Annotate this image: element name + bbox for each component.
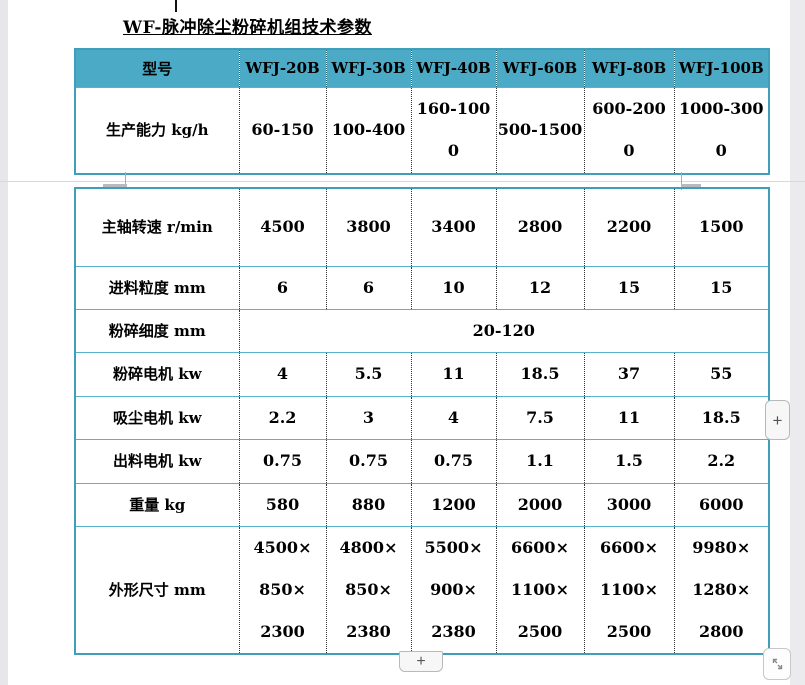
- table-header-row: 型号 WFJ-20B WFJ-30B WFJ-40B WFJ-60B WFJ-8…: [75, 49, 769, 87]
- plus-icon: +: [772, 410, 783, 430]
- row-label-cell[interactable]: 吸尘电机 kw: [75, 395, 239, 439]
- table-row: 进料粒度 mm 6 6 10 12 15 15: [75, 265, 769, 309]
- value-cell[interactable]: 3400: [410, 188, 496, 266]
- value-cell[interactable]: 2000: [495, 482, 584, 526]
- value-cell[interactable]: 4: [410, 395, 496, 439]
- table-row: 出料电机 kw 0.75 0.75 0.75 1.1 1.5 2.2: [75, 438, 769, 483]
- expand-table-button[interactable]: [763, 648, 791, 680]
- value-cell[interactable]: 1.1: [495, 438, 584, 483]
- value-cell[interactable]: 5.5: [325, 351, 411, 396]
- value-cell[interactable]: 2.2: [673, 438, 769, 483]
- value-cell[interactable]: 6: [238, 265, 326, 309]
- table-row: 粉碎电机 kw 4 5.5 11 18.5 37 55: [75, 351, 769, 396]
- text-cursor: [175, 0, 177, 12]
- table-handle-tick-left: [125, 172, 126, 187]
- value-cell[interactable]: 18.5: [495, 351, 584, 396]
- parameters-table-part-1: 型号 WFJ-20B WFJ-30B WFJ-40B WFJ-60B WFJ-8…: [74, 48, 770, 175]
- model-cell[interactable]: WFJ-40B: [410, 49, 496, 87]
- value-cell-span[interactable]: 20-120: [238, 308, 769, 352]
- value-cell[interactable]: 18.5: [673, 395, 769, 439]
- table-handle-tick-right: [681, 172, 682, 190]
- value-cell[interactable]: 15: [673, 265, 769, 309]
- row-label-cell[interactable]: 重量 kg: [75, 482, 239, 526]
- model-header-cell[interactable]: 型号: [75, 49, 239, 87]
- value-cell[interactable]: 5500× 900× 2380: [410, 525, 496, 654]
- table-row: 吸尘电机 kw 2.2 3 4 7.5 11 18.5: [75, 395, 769, 439]
- row-label-cell[interactable]: 出料电机 kw: [75, 438, 239, 483]
- add-row-button[interactable]: +: [399, 651, 443, 672]
- value-cell[interactable]: 4500× 850× 2300: [238, 525, 326, 654]
- row-label-cell[interactable]: 进料粒度 mm: [75, 265, 239, 309]
- value-cell[interactable]: 0.75: [410, 438, 496, 483]
- table-row: 粉碎细度 mm 20-120: [75, 308, 769, 352]
- plus-icon: +: [416, 652, 426, 670]
- row-label-cell[interactable]: 生产能力 kg/h: [75, 86, 239, 174]
- value-cell[interactable]: 3800: [325, 188, 411, 266]
- value-cell[interactable]: 10: [410, 265, 496, 309]
- value-cell[interactable]: 9980× 1280× 2800: [673, 525, 769, 654]
- value-cell[interactable]: 100-400: [325, 86, 411, 174]
- value-cell[interactable]: 2.2: [238, 395, 326, 439]
- expand-diagonal-icon: [769, 655, 786, 673]
- value-cell[interactable]: 500-1500: [495, 86, 584, 174]
- model-cell[interactable]: WFJ-60B: [495, 49, 584, 87]
- model-cell[interactable]: WFJ-20B: [238, 49, 326, 87]
- page-title: WF-脉冲除尘粉碎机组技术参数: [123, 18, 372, 38]
- right-gutter-strip: [790, 0, 805, 685]
- value-cell[interactable]: 6: [325, 265, 411, 309]
- value-cell[interactable]: 2800: [495, 188, 584, 266]
- table-row: 生产能力 kg/h 60-150 100-400 160-100 0 500-1…: [75, 86, 769, 174]
- model-cell[interactable]: WFJ-80B: [583, 49, 674, 87]
- model-cell[interactable]: WFJ-100B: [673, 49, 769, 87]
- model-cell[interactable]: WFJ-30B: [325, 49, 411, 87]
- value-cell[interactable]: 2200: [583, 188, 674, 266]
- value-cell[interactable]: 0.75: [238, 438, 326, 483]
- value-cell[interactable]: 3000: [583, 482, 674, 526]
- row-label-cell[interactable]: 外形尺寸 mm: [75, 525, 239, 654]
- add-column-button[interactable]: +: [765, 400, 790, 440]
- row-label-cell[interactable]: 粉碎细度 mm: [75, 308, 239, 352]
- value-cell[interactable]: 880: [325, 482, 411, 526]
- value-cell[interactable]: 1000-300 0: [673, 86, 769, 174]
- page-break-divider: [0, 181, 805, 182]
- value-cell[interactable]: 160-100 0: [410, 86, 496, 174]
- left-gutter-strip: [0, 0, 8, 685]
- value-cell[interactable]: 60-150: [238, 86, 326, 174]
- value-cell[interactable]: 580: [238, 482, 326, 526]
- table-handle-bar-left: [103, 184, 127, 187]
- value-cell[interactable]: 1.5: [583, 438, 674, 483]
- row-label-cell[interactable]: 主轴转速 r/min: [101, 218, 213, 237]
- value-cell[interactable]: 6600× 1100× 2500: [495, 525, 584, 654]
- value-cell[interactable]: 6000: [673, 482, 769, 526]
- value-cell[interactable]: 11: [410, 351, 496, 396]
- table-handle-bar-right: [681, 184, 701, 187]
- value-cell[interactable]: 15: [583, 265, 674, 309]
- value-cell[interactable]: 4: [238, 351, 326, 396]
- parameters-table-part-2: 主轴转速 r/min 4500 3800 3400 2800 2200 1500…: [74, 187, 770, 655]
- value-cell[interactable]: 6600× 1100× 2500: [583, 525, 674, 654]
- value-cell[interactable]: 7.5: [495, 395, 584, 439]
- value-cell[interactable]: 37: [583, 351, 674, 396]
- value-cell[interactable]: 11: [583, 395, 674, 439]
- value-cell[interactable]: 1500: [673, 188, 769, 266]
- value-cell[interactable]: 55: [673, 351, 769, 396]
- value-cell[interactable]: 12: [495, 265, 584, 309]
- value-cell[interactable]: 4500: [238, 188, 326, 266]
- value-cell[interactable]: 600-200 0: [583, 86, 674, 174]
- row-label-cell[interactable]: 粉碎电机 kw: [75, 351, 239, 396]
- table-row: 主轴转速 r/min 4500 3800 3400 2800 2200 1500: [75, 188, 769, 266]
- table-row: 外形尺寸 mm 4500× 850× 2300 4800× 850× 2380 …: [75, 525, 769, 654]
- value-cell[interactable]: 0.75: [325, 438, 411, 483]
- value-cell[interactable]: 4800× 850× 2380: [325, 525, 411, 654]
- value-cell[interactable]: 1200: [410, 482, 496, 526]
- table-row: 重量 kg 580 880 1200 2000 3000 6000: [75, 482, 769, 526]
- value-cell[interactable]: 3: [325, 395, 411, 439]
